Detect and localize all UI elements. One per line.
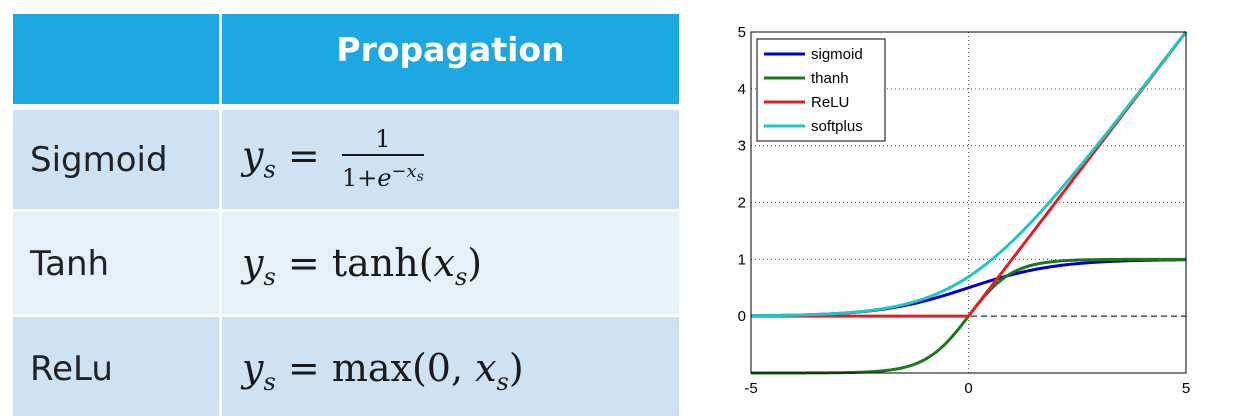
y-tick-label: 3 bbox=[738, 138, 746, 155]
legend-label: thanh bbox=[811, 70, 849, 87]
chart-legend: sigmoid thanh ReLU softplus bbox=[756, 38, 886, 142]
table-row: Sigmoid bbox=[13, 110, 219, 209]
function-name: Tanh bbox=[30, 244, 110, 284]
table-header-label: Propagation bbox=[336, 30, 565, 69]
legend-label: ReLU bbox=[811, 94, 849, 111]
table-header-cell: Propagation bbox=[222, 14, 679, 104]
y-tick-label: 1 bbox=[738, 251, 746, 268]
legend-label: softplus bbox=[811, 118, 863, 135]
x-tick-label: 0 bbox=[964, 380, 972, 397]
tanh-formula: ys = tanh(xs) bbox=[242, 241, 483, 291]
y-tick-label: 4 bbox=[738, 81, 746, 98]
y-tick-label: 2 bbox=[738, 195, 746, 212]
table-row: Tanh bbox=[13, 212, 219, 314]
table-header-empty-cell bbox=[13, 14, 219, 104]
x-tick-label: -5 bbox=[744, 380, 757, 397]
table-row: ReLu bbox=[13, 317, 219, 416]
relu-formula: ys = max(0, xs) bbox=[242, 346, 524, 396]
sigmoid-formula: ys = 1 1+e−xs bbox=[242, 125, 424, 192]
x-tick-label: 5 bbox=[1182, 380, 1190, 397]
y-tick-label: 5 bbox=[738, 24, 746, 41]
table-row: ys = 1 1+e−xs bbox=[222, 110, 679, 209]
function-name: Sigmoid bbox=[30, 140, 168, 180]
legend-box bbox=[756, 38, 886, 142]
function-name: ReLu bbox=[30, 349, 113, 389]
activation-table: Propagation Sigmoid ys = 1 1+e−xs Tanh y… bbox=[13, 14, 679, 416]
axis-ticks: -5 0 5 0 1 2 3 4 5 bbox=[738, 24, 1191, 397]
series-line-softplus bbox=[750, 30, 1188, 318]
legend-label: sigmoid bbox=[811, 46, 863, 63]
y-tick-label: 0 bbox=[738, 308, 746, 325]
table-row: ys = tanh(xs) bbox=[222, 212, 679, 314]
table-row: ys = max(0, xs) bbox=[222, 317, 679, 416]
plot-frame bbox=[750, 31, 1187, 374]
